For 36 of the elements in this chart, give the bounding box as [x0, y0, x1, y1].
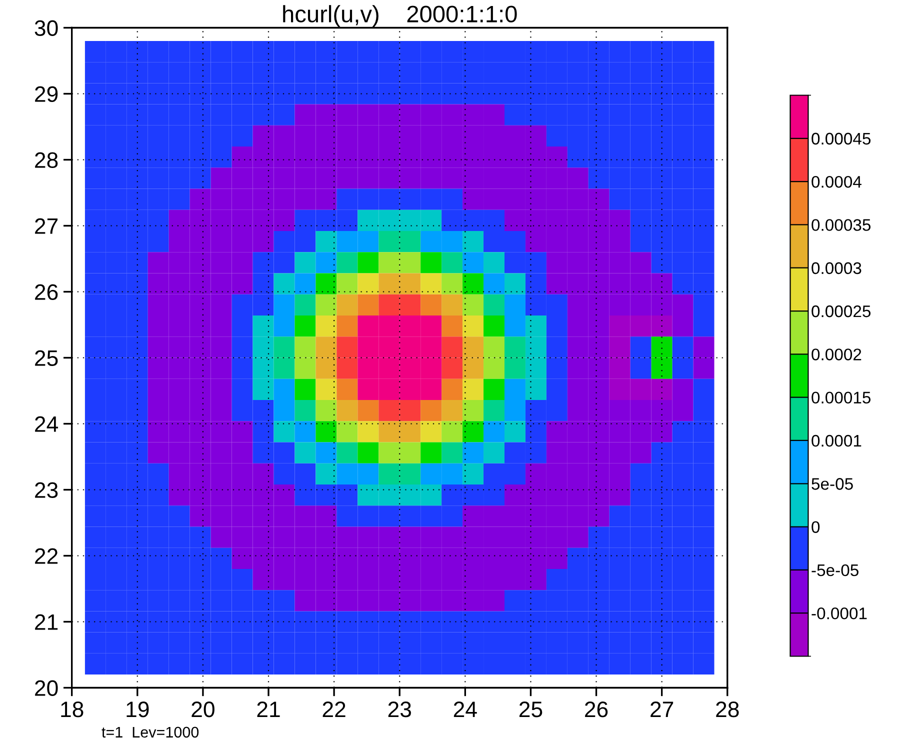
x-tick-label: 23	[388, 702, 411, 718]
y-tick-label: 29	[35, 86, 58, 102]
y-tick-label: 30	[34, 20, 58, 36]
x-tick-label: 19	[126, 702, 149, 718]
color-bar-label: 5e-05	[812, 478, 853, 490]
text: t=1 Lev=1000	[102, 726, 199, 738]
chart-title: hcurl(u,v) 2000:1:1:0	[283, 5, 517, 28]
x-tick-label: 18	[61, 702, 84, 718]
color-bar-label: 0.00025	[812, 305, 871, 318]
x-tick-label: 26	[585, 702, 608, 718]
color-bar-label: -5e-05	[812, 564, 858, 576]
y-tick-label: 23	[35, 482, 58, 498]
x-tick-label: 27	[650, 702, 674, 718]
color-bar-label: 0.00015	[812, 392, 871, 404]
color-bar-label: 0.0002	[812, 348, 862, 360]
y-tick-label: 26	[35, 284, 58, 300]
y-tick-label: 27	[35, 218, 58, 234]
color-bar-label: 0	[812, 521, 820, 533]
y-tick-label: 24	[35, 416, 58, 432]
y-tick-label: 25	[35, 350, 58, 366]
color-bar-label: 0.00035	[812, 219, 871, 231]
color-bar-label: 0.0004	[812, 176, 862, 188]
y-tick-label: 28	[35, 152, 58, 168]
y-tick-label: 20	[35, 680, 58, 696]
color-bar-label: 0.00045	[812, 132, 871, 145]
x-tick-label: 24	[454, 702, 477, 718]
x-tick-label: 22	[322, 702, 346, 718]
y-tick-label: 21	[35, 614, 58, 630]
color-bar-label: 0.0001	[812, 434, 862, 447]
x-tick-label: 20	[192, 702, 214, 718]
color-bar-label: 0.0003	[812, 262, 862, 274]
x-tick-label: 28	[716, 702, 739, 718]
y-tick-label: 22	[35, 548, 58, 564]
x-tick-label: 21	[257, 702, 280, 718]
x-tick-label: 25	[519, 702, 542, 718]
color-bar-label: -0.0001	[812, 607, 867, 620]
